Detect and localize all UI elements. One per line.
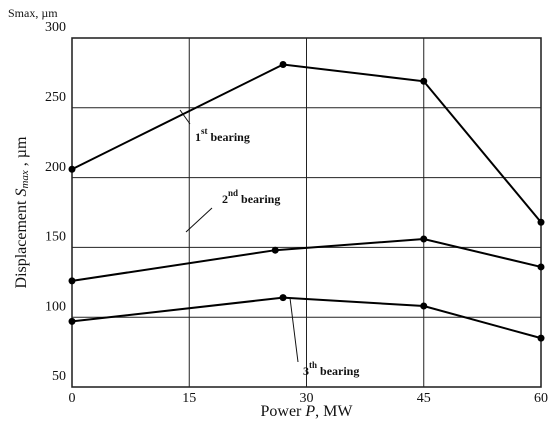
label-leader — [179, 109, 191, 125]
y-axis-label-part: max — [19, 170, 31, 188]
x-axis-label-part: Power — [261, 403, 306, 420]
x-tick-label: 15 — [182, 391, 196, 406]
series-label-part: bearing — [208, 130, 250, 144]
x-axis-label: Power P, MW — [261, 403, 354, 420]
y-axis-label-part: , µm — [13, 136, 30, 170]
data-point — [68, 165, 76, 173]
series-label-part: th — [309, 360, 317, 370]
data-point — [68, 317, 76, 325]
y-tick-label: 100 — [45, 299, 66, 314]
series-label-part: st — [201, 126, 208, 136]
x-tick-label: 0 — [69, 391, 76, 406]
data-point — [271, 246, 279, 254]
series-label-part: nd — [228, 188, 238, 198]
series-label-part: bearing — [317, 364, 359, 378]
x-tick-label: 30 — [300, 391, 314, 406]
series-label: 1st bearing — [195, 126, 250, 144]
x-axis-label-part: , MW — [315, 403, 353, 420]
y-tick-label: 300 — [45, 20, 66, 35]
x-axis-label-part: P — [304, 403, 315, 420]
data-point — [279, 294, 287, 302]
x-tick-label: 45 — [417, 391, 431, 406]
series-label-part: 2 — [222, 192, 228, 206]
y-tick-label: 50 — [52, 369, 66, 384]
y-tick-label: 200 — [45, 160, 66, 175]
data-point — [279, 61, 287, 69]
corner-label: Smax, µm — [8, 6, 58, 20]
data-point — [68, 277, 76, 285]
series-line — [71, 296, 542, 340]
series-label-part: bearing — [238, 192, 280, 206]
series-line — [71, 238, 542, 282]
series-label-part: 1 — [195, 130, 201, 144]
label-leader — [185, 207, 213, 233]
data-point — [420, 302, 428, 310]
y-axis-label-part: S — [13, 189, 30, 197]
y-tick-label: 250 — [45, 90, 66, 105]
series-label: 3th bearing — [303, 360, 359, 378]
label-leader — [289, 297, 299, 363]
x-tick-label: 60 — [534, 391, 548, 406]
series-label: 2nd bearing — [222, 188, 280, 206]
y-axis-label: Displacement Smax , µm — [13, 136, 31, 289]
series-label-part: 3 — [303, 364, 309, 378]
data-point — [420, 235, 428, 243]
data-point — [537, 218, 545, 226]
data-point — [537, 263, 545, 271]
data-point — [420, 77, 428, 85]
series-line — [71, 63, 542, 223]
y-tick-label: 150 — [45, 230, 66, 245]
data-point — [537, 334, 545, 342]
y-axis-label-part: Displacement — [13, 197, 30, 289]
